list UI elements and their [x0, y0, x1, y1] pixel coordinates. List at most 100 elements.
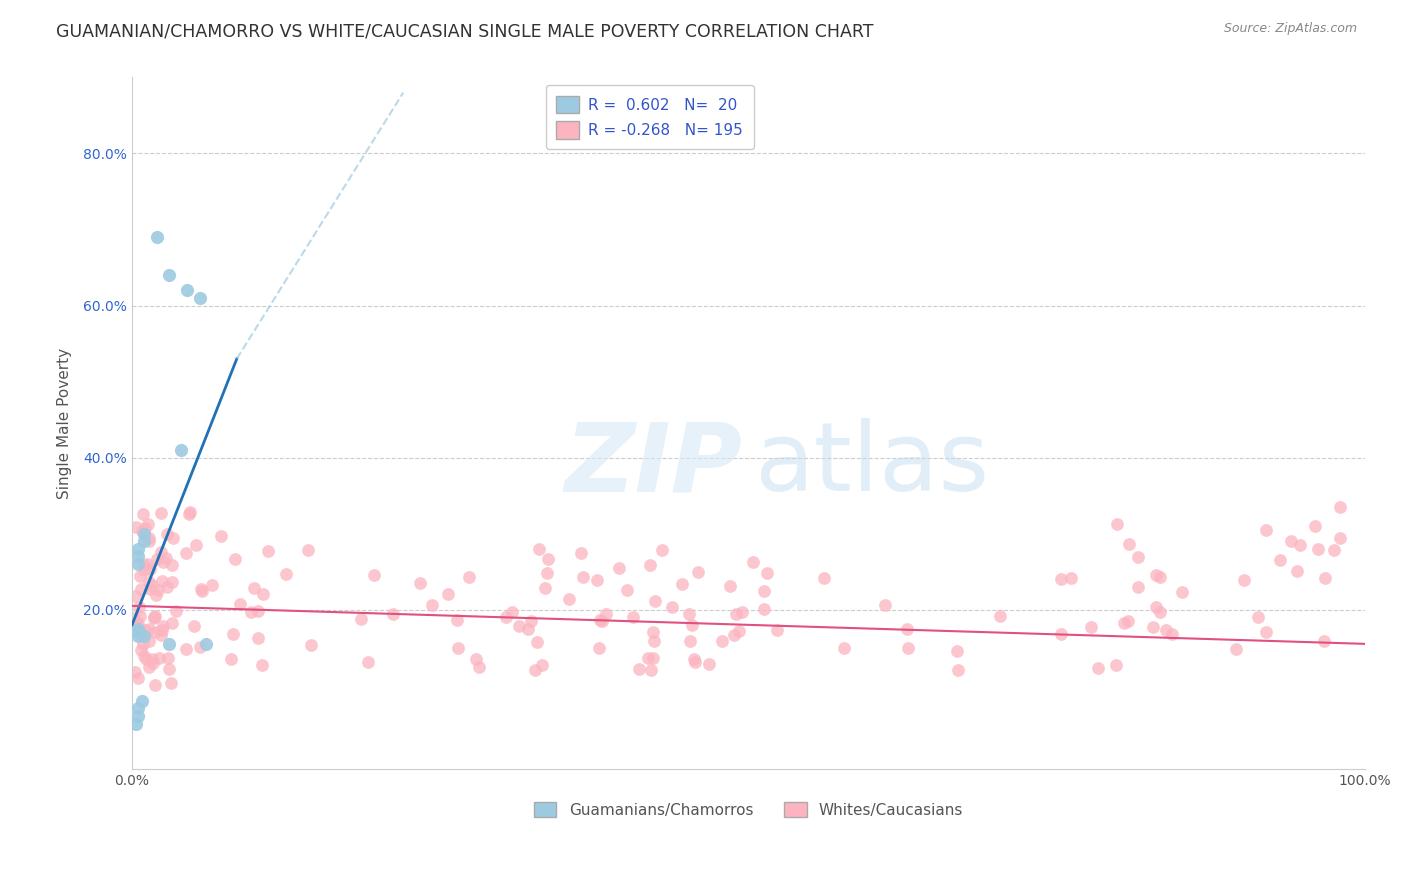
Point — [190, 584, 212, 599]
Point — [873, 598, 896, 612]
Text: GUAMANIAN/CHAMORRO VS WHITE/CAUCASIAN SINGLE MALE POVERTY CORRELATION CHART: GUAMANIAN/CHAMORRO VS WHITE/CAUCASIAN SI… — [56, 22, 873, 40]
Point — [1268, 553, 1291, 567]
Point — [350, 612, 373, 626]
Point — [132, 558, 155, 572]
Point — [681, 617, 703, 632]
Point — [134, 534, 156, 549]
Point — [257, 544, 280, 558]
Point — [728, 624, 751, 639]
Point — [229, 598, 252, 612]
Point — [138, 531, 160, 545]
Point — [195, 637, 218, 651]
Point — [1142, 620, 1164, 634]
Point — [148, 650, 170, 665]
Point — [129, 608, 152, 623]
Point — [150, 506, 173, 520]
Point — [643, 651, 665, 665]
Point — [157, 268, 180, 282]
Point — [242, 582, 264, 596]
Point — [1154, 623, 1177, 637]
Point — [150, 574, 173, 588]
Point — [176, 283, 198, 297]
Point — [160, 676, 183, 690]
Point — [142, 611, 165, 625]
Point — [754, 584, 776, 599]
Point — [1323, 543, 1346, 558]
Point — [520, 614, 543, 628]
Point — [467, 660, 489, 674]
Point — [588, 641, 610, 656]
Point — [1128, 580, 1150, 594]
Point — [131, 524, 153, 538]
Point — [754, 602, 776, 616]
Point — [125, 520, 148, 534]
Point — [756, 566, 779, 581]
Point — [157, 662, 180, 676]
Point — [1149, 570, 1171, 584]
Point — [141, 577, 163, 591]
Point — [127, 549, 149, 564]
Point — [897, 641, 920, 656]
Point — [683, 655, 706, 669]
Point — [607, 560, 630, 574]
Point — [143, 609, 166, 624]
Point — [134, 623, 156, 637]
Point — [1254, 523, 1277, 537]
Point — [1329, 500, 1351, 514]
Point — [132, 563, 155, 577]
Point — [382, 607, 405, 621]
Point — [501, 606, 523, 620]
Point — [250, 658, 273, 673]
Point — [536, 566, 558, 581]
Point — [640, 663, 662, 677]
Point — [588, 614, 610, 628]
Point — [219, 652, 242, 666]
Point — [813, 570, 835, 584]
Point — [174, 642, 197, 657]
Point — [766, 624, 789, 638]
Point — [595, 607, 617, 621]
Point — [447, 640, 470, 655]
Point — [671, 577, 693, 591]
Point — [408, 576, 430, 591]
Point — [1087, 661, 1109, 675]
Point — [157, 637, 180, 651]
Point — [125, 616, 148, 631]
Point — [131, 694, 153, 708]
Point — [138, 633, 160, 648]
Point — [186, 537, 208, 551]
Point — [1305, 519, 1327, 533]
Point — [946, 644, 969, 658]
Point — [299, 638, 322, 652]
Point — [526, 634, 548, 648]
Point — [136, 516, 159, 531]
Point — [155, 550, 177, 565]
Point — [127, 625, 149, 640]
Point — [586, 573, 609, 587]
Point — [201, 578, 224, 592]
Point — [136, 557, 159, 571]
Point — [166, 604, 188, 618]
Point — [718, 579, 741, 593]
Point — [437, 587, 460, 601]
Point — [134, 526, 156, 541]
Point — [138, 623, 160, 637]
Point — [127, 616, 149, 631]
Point — [517, 622, 540, 636]
Point — [145, 609, 167, 624]
Text: atlas: atlas — [755, 418, 990, 511]
Point — [183, 619, 205, 633]
Point — [129, 582, 152, 596]
Point — [572, 570, 595, 584]
Point — [527, 542, 550, 557]
Point — [127, 709, 149, 723]
Point — [682, 652, 704, 666]
Point — [148, 582, 170, 597]
Legend: Guamanians/Chamorros, Whites/Caucasians: Guamanians/Chamorros, Whites/Caucasians — [527, 796, 969, 824]
Point — [495, 610, 517, 624]
Point — [135, 652, 157, 666]
Y-axis label: Single Male Poverty: Single Male Poverty — [58, 348, 72, 499]
Point — [152, 618, 174, 632]
Point — [190, 582, 212, 596]
Point — [177, 507, 200, 521]
